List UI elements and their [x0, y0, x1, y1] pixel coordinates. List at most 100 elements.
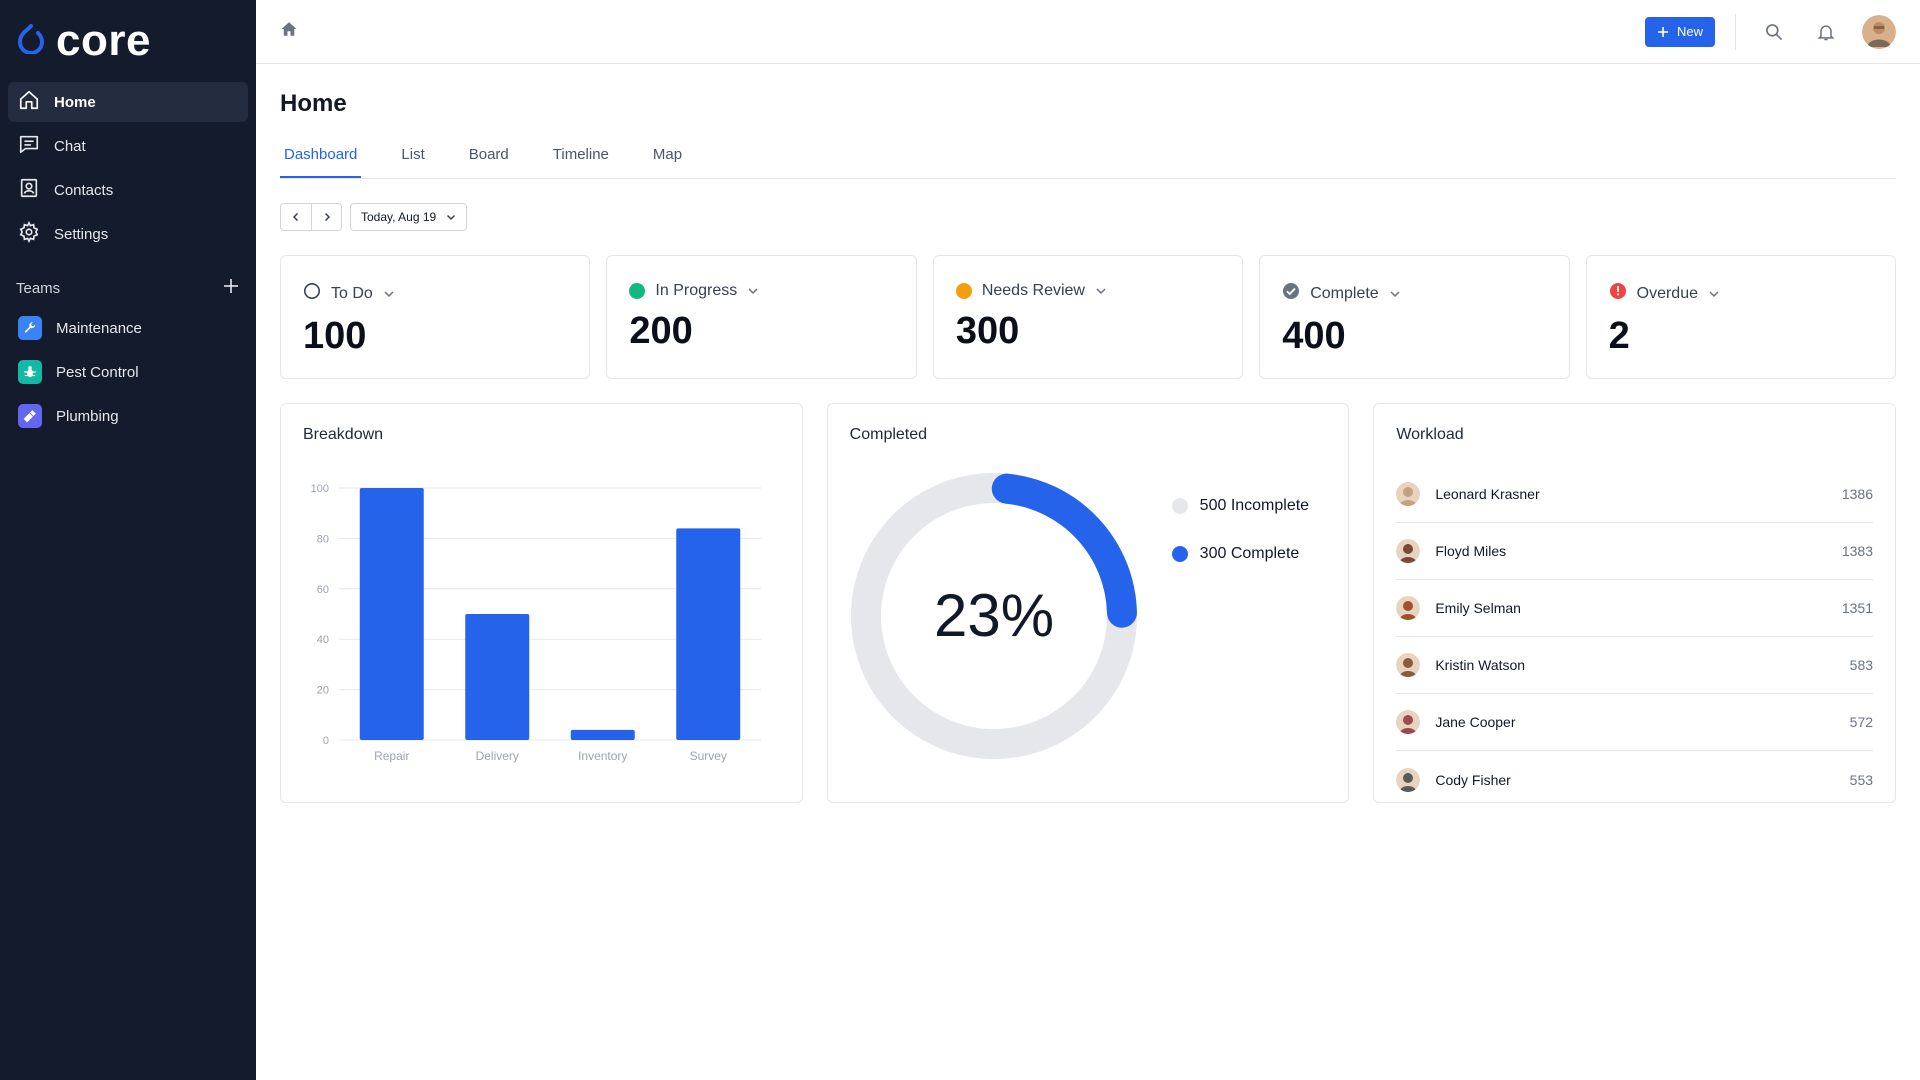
alert-icon [1609, 282, 1627, 305]
home-breadcrumb-icon[interactable] [280, 20, 298, 43]
tab-list[interactable]: List [401, 146, 425, 163]
tab-timeline[interactable]: Timeline [552, 146, 609, 163]
y-tick-label: 0 [323, 735, 329, 747]
chevron-right-icon[interactable] [311, 204, 341, 230]
sidebar-team-pest-control[interactable]: Pest Control [8, 352, 248, 392]
workload-name: Cody Fisher [1435, 771, 1511, 788]
x-tick-label: Inventory [578, 749, 627, 763]
y-tick-label: 40 [317, 634, 329, 646]
avatar [1396, 767, 1421, 792]
sidebar-item-settings[interactable]: Settings [8, 214, 248, 254]
chevron-down-icon [1709, 290, 1719, 297]
avatar [1396, 596, 1421, 620]
bar-survey[interactable] [676, 528, 741, 740]
panel-title: Completed [849, 426, 928, 443]
sidebar-item-home[interactable]: Home [8, 82, 248, 122]
topbar: New [256, 0, 1920, 64]
bar-inventory[interactable] [570, 729, 635, 740]
x-tick-label: Survey [690, 749, 727, 763]
stat-card-overdue: Overdue 2 [1585, 255, 1897, 379]
bell-icon[interactable] [1808, 14, 1844, 50]
y-tick-label: 80 [317, 533, 329, 545]
chevron-down-icon [1096, 288, 1106, 295]
sidebar-item-chat[interactable]: Chat [8, 126, 248, 166]
chevron-left-icon[interactable] [281, 204, 311, 230]
sidebar-item-contacts[interactable]: Contacts [8, 170, 248, 210]
tabs: Dashboard List Board Timeline Map [280, 134, 1896, 179]
brand[interactable]: core [8, 0, 248, 82]
y-tick-label: 60 [317, 584, 329, 596]
workload-count: 1386 [1841, 486, 1874, 502]
table-row[interactable]: Jane Cooper 572 [1396, 694, 1874, 751]
check-circle-icon [1282, 282, 1300, 305]
stat-label: Complete [1310, 284, 1379, 302]
table-row[interactable]: Kristin Watson 583 [1396, 637, 1874, 694]
stat-value: 2 [1608, 315, 1630, 357]
stat-label: To Do [331, 284, 373, 302]
avatar [1396, 710, 1421, 734]
workload-name: Floyd Miles [1435, 543, 1507, 559]
stat-filter-complete[interactable]: Complete [1282, 282, 1400, 305]
stat-filter-in-progress[interactable]: In Progress [629, 282, 759, 300]
table-row[interactable]: Cody Fisher 553 [1396, 751, 1873, 808]
new-button[interactable]: New [1644, 16, 1715, 47]
search-icon[interactable] [1756, 14, 1792, 50]
breakdown-bar-chart: 0 20 40 60 80 100 Repair Delivery Inventory Surve… [311, 483, 761, 763]
stat-filter-overdue[interactable]: Overdue [1609, 282, 1720, 305]
tab-dashboard[interactable]: Dashboard [280, 134, 362, 178]
workload-name: Emily Selman [1435, 600, 1521, 616]
stat-value: 400 [1282, 315, 1346, 357]
home-icon [18, 89, 40, 115]
tab-board[interactable]: Board [468, 146, 509, 163]
stat-value: 300 [955, 310, 1020, 352]
table-row[interactable]: Emily Selman 1351 [1396, 580, 1874, 637]
legend-dot [1171, 498, 1188, 514]
sidebar-item-label: Settings [54, 225, 109, 243]
stat-value: 200 [629, 310, 693, 352]
sidebar-item-label: Plumbing [56, 407, 119, 425]
stat-cards: To Do 100 In Progress 200 [280, 255, 1897, 379]
legend-dot [1171, 546, 1188, 562]
table-row[interactable]: Floyd Miles 1383 [1396, 523, 1874, 580]
completed-panel: Completed 23% 500 Incomplete 300 Complet… [826, 403, 1350, 803]
stat-card-needs-review: Needs Review 300 [932, 255, 1244, 379]
teams-label: Teams [16, 279, 61, 297]
stat-filter-todo[interactable]: To Do [303, 282, 395, 305]
wrench-icon [18, 316, 42, 340]
date-pager [280, 203, 342, 231]
workload-count: 553 [1849, 771, 1874, 788]
donut-slice-complete[interactable] [991, 473, 1137, 628]
chat-icon [18, 133, 40, 159]
breakdown-panel: Breakdown 0 20 40 60 80 100 Repair Delivery Inve… [280, 403, 803, 803]
teams-header: Teams [8, 268, 248, 308]
workload-name: Kristin Watson [1435, 657, 1526, 673]
sidebar-team-maintenance[interactable]: Maintenance [8, 308, 248, 348]
divider [1735, 13, 1736, 50]
chevron-down-icon [748, 288, 758, 295]
stat-filter-needs-review[interactable]: Needs Review [955, 282, 1107, 300]
bar-delivery[interactable] [465, 614, 530, 740]
avatar [1396, 539, 1421, 563]
y-tick-label: 100 [311, 483, 329, 495]
table-row[interactable]: Leonard Krasner 1386 [1396, 466, 1874, 523]
workload-count: 1383 [1841, 543, 1874, 559]
stat-label: Overdue [1636, 284, 1698, 302]
workload-count: 1351 [1841, 600, 1874, 616]
sidebar: core Home Chat Contacts Settings [0, 0, 256, 1080]
date-select[interactable]: Today, Aug 19 [350, 203, 468, 231]
review-status-icon [955, 283, 972, 299]
in-progress-status-icon [629, 283, 646, 299]
date-label: Today, Aug 19 [361, 210, 437, 224]
tab-map[interactable]: Map [652, 146, 683, 163]
bug-icon [18, 360, 42, 384]
avatar [1396, 482, 1421, 506]
sidebar-team-plumbing[interactable]: Plumbing [8, 396, 248, 436]
sidebar-item-label: Pest Control [56, 363, 139, 381]
bar-repair[interactable] [359, 488, 424, 740]
page-title: Home [280, 90, 347, 117]
workload-name: Leonard Krasner [1435, 486, 1540, 502]
main-area: New Home Dashboard List Board T [256, 0, 1920, 1080]
chevron-down-icon [447, 214, 456, 221]
add-team-icon[interactable] [222, 277, 240, 299]
user-avatar[interactable] [1862, 14, 1896, 49]
